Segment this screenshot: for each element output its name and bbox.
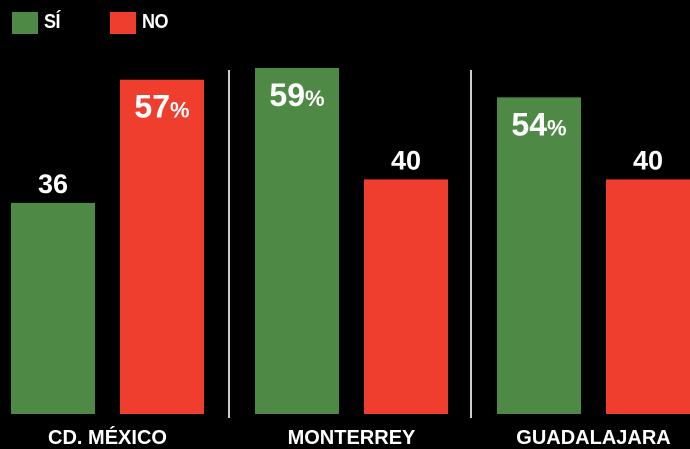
data-label-si-1: 36 (38, 169, 68, 199)
legend-label-no: NO (142, 11, 169, 33)
data-label-no-1: 57% (134, 89, 189, 125)
data-label-si-2: 59% (269, 77, 324, 113)
data-label-si-3: 54% (511, 106, 566, 142)
data-label-no-3: 40 (633, 145, 663, 175)
data-label-no-2: 40 (391, 145, 421, 175)
legend-swatch-no (110, 12, 136, 34)
category-label-3: GUADALAJARA (516, 427, 670, 449)
bar-si-1 (11, 202, 95, 414)
legend-swatch-si (12, 12, 38, 34)
bar-si-3 (497, 97, 581, 415)
bar-no-1 (120, 79, 204, 414)
category-label-2: MONTERREY (288, 427, 416, 449)
bar-si-2 (255, 68, 339, 414)
bar-no-2 (364, 179, 448, 414)
legend-label-si: SÍ (44, 11, 61, 33)
category-label-1: CD. MÉXICO (48, 426, 167, 449)
bar-no-3 (606, 179, 690, 414)
